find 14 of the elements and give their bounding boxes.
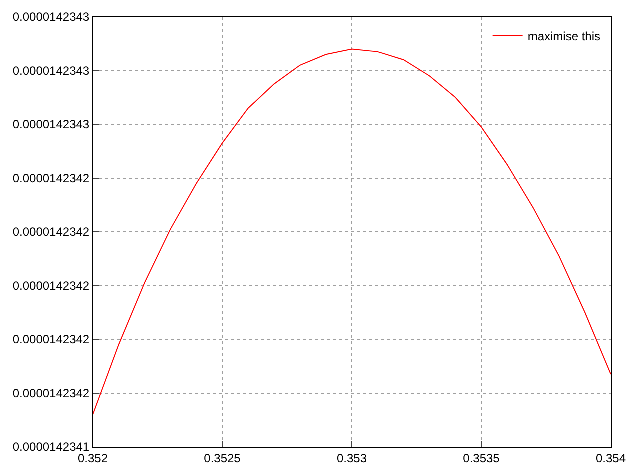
y-tick-label: 0.0000142342 — [12, 332, 90, 347]
x-tick-label: 0.353 — [336, 451, 368, 466]
y-tick-label: 0.0000142342 — [12, 278, 90, 293]
line-series — [93, 48, 611, 416]
y-tick-label: 0.0000142343 — [12, 118, 90, 132]
y-tick-label: 0.0000142342 — [12, 386, 90, 400]
x-tick-label: 0.3525 — [204, 451, 242, 466]
legend-label: maximise this — [528, 29, 601, 44]
y-tick-label: 0.0000142343 — [12, 64, 90, 78]
y-tick-label: 0.0000142342 — [12, 225, 90, 240]
x-tick-label: 0.3535 — [463, 451, 500, 466]
x-tick-label: 0.354 — [596, 451, 626, 466]
y-tick-label: 0.0000142342 — [12, 171, 90, 186]
y-tick-label: 0.0000142343 — [12, 10, 90, 24]
